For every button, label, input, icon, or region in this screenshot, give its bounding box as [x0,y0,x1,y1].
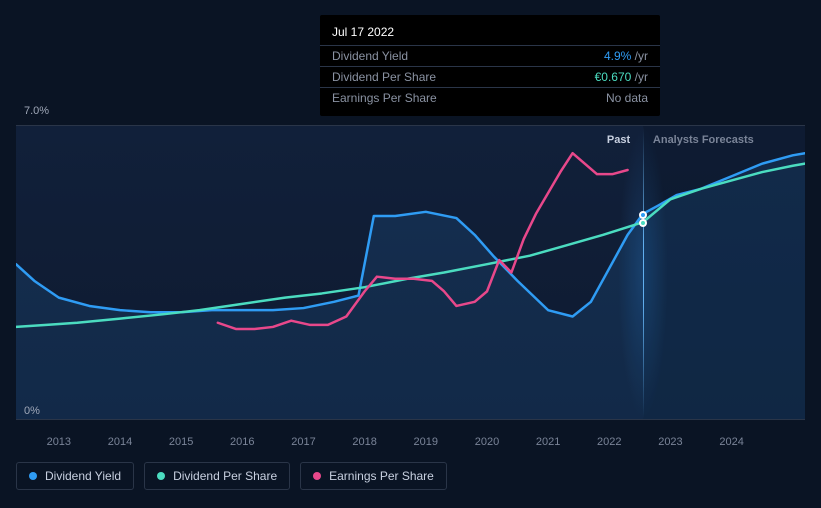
x-tick-label: 2013 [47,436,71,448]
x-tick-label: 2024 [719,436,743,448]
tooltip-value: 4.9% /yr [604,49,648,63]
hover-tooltip: Jul 17 2022 Dividend Yield 4.9% /yrDivid… [320,15,660,116]
legend-dot-icon [157,472,165,480]
tooltip-row: Earnings Per Share No data [320,88,660,108]
legend-label: Earnings Per Share [329,469,434,483]
x-tick-label: 2015 [169,436,193,448]
legend-item[interactable]: Earnings Per Share [300,462,447,490]
tooltip-rows: Dividend Yield 4.9% /yrDividend Per Shar… [320,46,660,108]
legend-item[interactable]: Dividend Per Share [144,462,290,490]
legend: Dividend Yield Dividend Per Share Earnings… [16,462,447,490]
legend-label: Dividend Per Share [173,469,277,483]
plot-area[interactable]: Past Analysts Forecasts [16,125,805,420]
chart-container: 7.0% Past Analysts Forecasts 0% 2013 2014… [16,105,805,450]
legend-dot-icon [29,472,37,480]
tooltip-row: Dividend Yield 4.9% /yr [320,46,660,67]
tooltip-value: €0.670 /yr [595,70,648,84]
x-tick-label: 2018 [352,436,376,448]
legend-dot-icon [313,472,321,480]
tooltip-row: Dividend Per Share €0.670 /yr [320,67,660,88]
x-tick-label: 2016 [230,436,254,448]
x-tick-label: 2022 [597,436,621,448]
x-tick-label: 2019 [414,436,438,448]
x-tick-label: 2014 [108,436,132,448]
x-tick-label: 2023 [658,436,682,448]
x-tick-label: 2017 [291,436,315,448]
tooltip-date: Jul 17 2022 [320,23,660,46]
y-label-max: 7.0% [24,105,49,117]
y-label-min: 0% [24,405,40,417]
tooltip-label: Dividend Per Share [332,70,595,84]
x-tick-label: 2021 [536,436,560,448]
x-tick-label: 2020 [475,436,499,448]
legend-item[interactable]: Dividend Yield [16,462,134,490]
legend-label: Dividend Yield [45,469,121,483]
x-axis: 2013 2014 2015 2016 2017 2018 2019 2020 2021 2022… [16,430,805,450]
hover-marker [639,211,647,219]
tooltip-value: No data [606,91,648,105]
tooltip-label: Dividend Yield [332,49,604,63]
tooltip-label: Earnings Per Share [332,91,606,105]
hover-marker [639,219,647,227]
chart-svg [16,126,805,419]
